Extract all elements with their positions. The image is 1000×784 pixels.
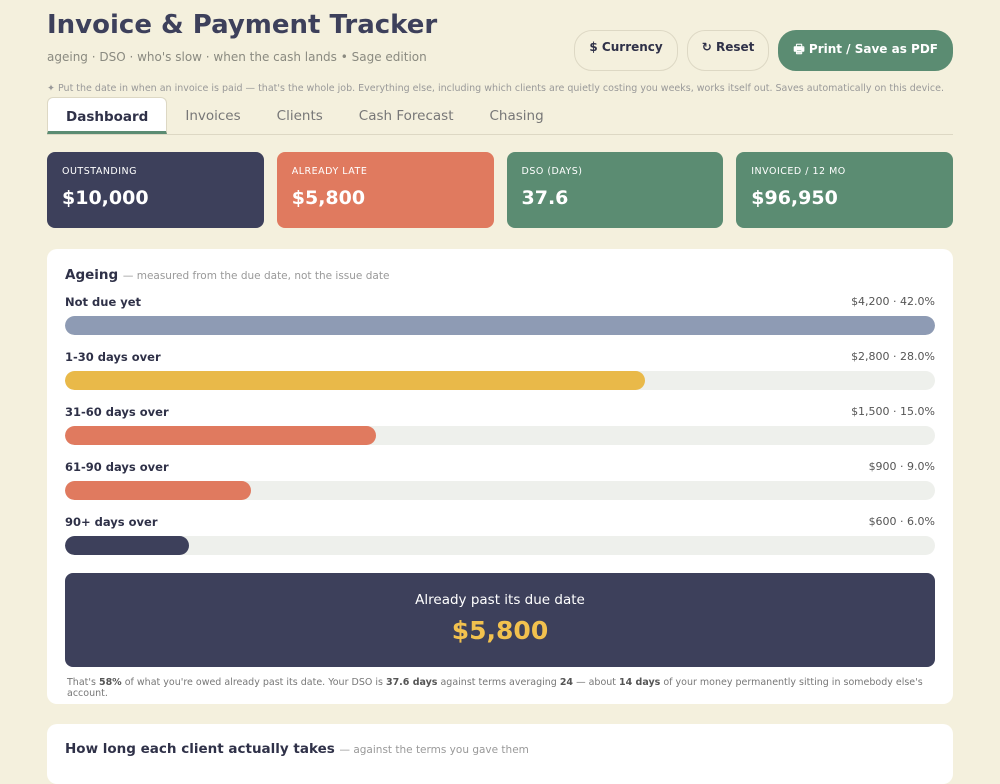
tab[interactable]: Invoices [185, 108, 241, 124]
card-title: How long each client actually takes [65, 741, 335, 757]
kpis: OUTSTANDING $10,000 ALREADY LATE $5,800 DS… [47, 152, 953, 228]
note-bold: 14 days [619, 677, 661, 688]
client-card: How long each client actually takes — ag… [47, 724, 953, 784]
note-text: of your money permanently sitting in som… [67, 677, 923, 699]
note-text: against terms averaging [437, 677, 560, 688]
kpi-value: $10,000 [62, 187, 149, 209]
print-button[interactable]: 🖶 Print / Save as PDF [778, 30, 953, 71]
bucket-label: 31-60 days over [65, 405, 169, 419]
app: Invoice & Payment Tracker ageing · DSO ·… [47, 10, 953, 784]
kpi: OUTSTANDING $10,000 [47, 152, 264, 228]
kpi: ALREADY LATE $5,800 [276, 152, 494, 228]
tab[interactable]: Dashboard [47, 97, 168, 134]
kpi-label: OUTSTANDING [62, 166, 138, 177]
currency-button[interactable]: $ Currency [574, 30, 678, 71]
bar [65, 481, 252, 500]
note: That's 58% of what you're owed already p… [67, 677, 935, 699]
tab[interactable]: Cash Forecast [358, 108, 454, 124]
note-text: of what you're owed already past its dat… [121, 677, 386, 688]
bucket-amount: $4,200 · 42.0% [851, 295, 935, 308]
ageing-row: 31-60 days over $1,500 · 15.0% [65, 393, 935, 448]
note-bold: 24 [559, 677, 574, 688]
reset-button[interactable]: ↻ Reset [686, 30, 770, 71]
bucket-amount: $1,500 · 15.0% [851, 405, 935, 418]
card-subtitle: — against the terms you gave them [339, 744, 529, 756]
ageing-row: 1-30 days over $2,800 · 28.0% [65, 338, 935, 393]
bucket-amount: $900 · 9.0% [868, 460, 935, 473]
kpi: DSO (DAYS) 37.6 [506, 152, 724, 228]
bar-track [65, 371, 935, 390]
bucket-amount: $600 · 6.0% [868, 515, 935, 528]
bucket-label: Not due yet [65, 295, 142, 309]
bar [65, 316, 935, 335]
bar-track [65, 316, 935, 335]
bar-track [65, 481, 935, 500]
tabs: Dashboard Invoices Clients Cash Forecast… [47, 97, 953, 135]
kpi-value: $5,800 [291, 187, 366, 209]
bar [65, 426, 376, 445]
kpi: INVOICED / 12 MO $96,950 [736, 152, 953, 228]
bar [65, 371, 645, 390]
bar-track [65, 426, 935, 445]
note-bold: 58% [98, 677, 122, 688]
kpi-label: ALREADY LATE [291, 166, 368, 177]
note-text: — about [573, 677, 620, 688]
ageing-rows: Not due yet $4,200 · 42.0% 1-30 days over $… [65, 283, 935, 558]
bar [65, 536, 190, 555]
ageing-card: Ageing — measured from the due date, not… [47, 249, 953, 704]
bucket-label: 61-90 days over [65, 460, 169, 474]
hint: ✦ Put the date in when an invoice is pai… [47, 83, 944, 94]
late-box: Already past its due date $5,800 [65, 573, 935, 667]
kpi-value: $96,950 [751, 187, 838, 209]
late-value: $5,800 [451, 616, 549, 645]
kpi-label: DSO (DAYS) [521, 166, 583, 177]
kpi-value: 37.6 [521, 187, 569, 209]
bucket-label: 90+ days over [65, 515, 158, 529]
bucket-label: 1-30 days over [65, 350, 161, 364]
title: Invoice & Payment Tracker [47, 10, 438, 40]
card-title: Ageing [65, 267, 119, 283]
bar-track [65, 536, 935, 555]
ageing-row: 61-90 days over $900 · 9.0% [65, 448, 935, 503]
ageing-row: Not due yet $4,200 · 42.0% [65, 283, 935, 338]
bucket-amount: $2,800 · 28.0% [851, 350, 935, 363]
ageing-row: 90+ days over $600 · 6.0% [65, 503, 935, 558]
note-text: That's [67, 677, 99, 688]
subtitle: ageing · DSO · who's slow · when the cas… [47, 50, 427, 64]
card-subtitle: — measured from the due date, not the is… [122, 270, 390, 282]
tab[interactable]: Clients [276, 108, 323, 124]
note-bold: 37.6 days [385, 677, 438, 688]
kpi-label: INVOICED / 12 MO [751, 166, 846, 177]
late-caption: Already past its due date [415, 592, 585, 608]
toolbar: $ Currency ↻ Reset 🖶 Print / Save as PDF [574, 30, 953, 71]
tab[interactable]: Chasing [489, 108, 544, 124]
